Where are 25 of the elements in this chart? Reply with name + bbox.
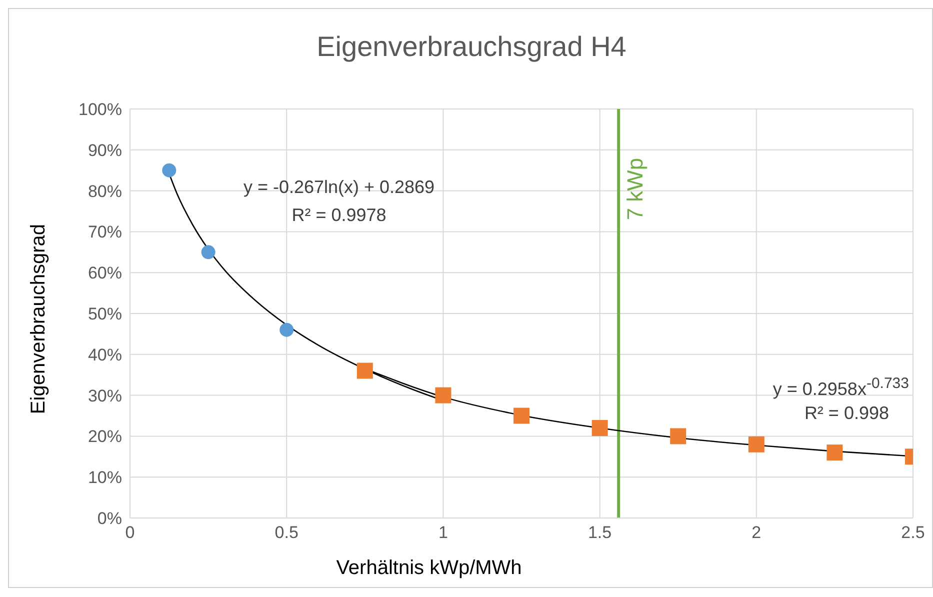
- chart-title: Eigenverbrauchsgrad H4: [316, 31, 628, 63]
- annotation: y = 0.2958x$^{-0.733}$: [772, 375, 909, 400]
- y-tick-label: 10%: [88, 468, 122, 488]
- x-tick-label: 0.5: [274, 523, 298, 542]
- x-tick-label: 2: [752, 523, 762, 542]
- y-tick-label: 60%: [88, 264, 122, 283]
- x-tick-label: 1.5: [588, 523, 612, 542]
- y-tick-label: 30%: [88, 386, 122, 406]
- annotation: R² = 0.9978: [290, 205, 388, 226]
- y-tick-label: 80%: [88, 182, 122, 201]
- y-tick-label: 20%: [88, 427, 122, 446]
- y-tick-label: 50%: [88, 304, 122, 324]
- y-tick-label: 90%: [88, 140, 122, 160]
- y-tick-label: 40%: [88, 345, 122, 364]
- annotation: y = -0.267ln(x) + 0.2869: [242, 177, 436, 198]
- annotation: R² = 0.998: [803, 403, 889, 424]
- x-tick-label: 2.5: [901, 523, 925, 542]
- x-tick-label: 1: [438, 523, 448, 542]
- y-tick-label: 100%: [78, 100, 122, 120]
- y-axis-title: Eigenverbrauchsgrad: [28, 224, 50, 414]
- x-axis-title: Verhältnis kWp/MWh: [335, 557, 523, 580]
- ref-line-label: 7 kWp: [622, 158, 648, 220]
- y-tick-label: 0%: [97, 509, 122, 528]
- y-tick-label: 70%: [88, 222, 122, 242]
- x-tick-label: 0: [125, 523, 135, 542]
